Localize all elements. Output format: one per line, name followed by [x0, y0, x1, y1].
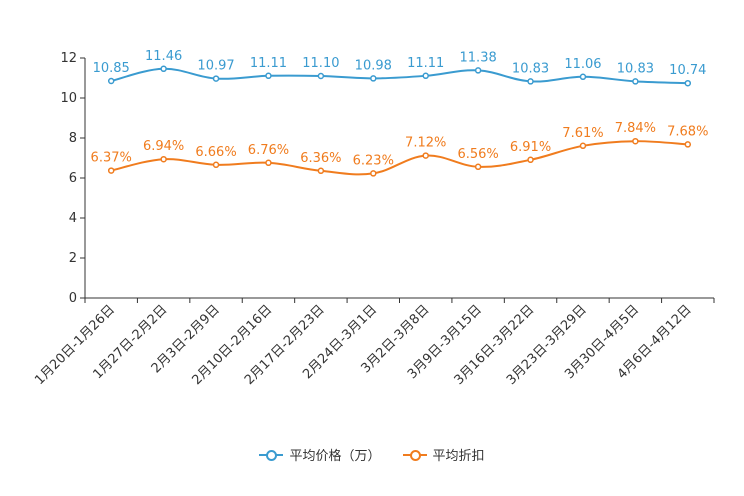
data-label: 6.91% — [510, 140, 551, 155]
data-label: 11.11 — [250, 56, 287, 71]
data-point[interactable] — [317, 72, 325, 80]
data-point[interactable] — [579, 142, 587, 150]
legend-label-price: 平均价格（万） — [289, 449, 381, 464]
data-point[interactable] — [370, 170, 377, 177]
data-label: 7.84% — [615, 121, 656, 136]
y-tick-label: 12 — [60, 51, 77, 66]
legend-item-discount[interactable]: 平均折扣 — [402, 445, 485, 464]
data-label: 7.61% — [562, 126, 603, 141]
series-line-0 — [110, 67, 688, 85]
data-label: 10.83 — [512, 61, 549, 76]
data-label: 11.46 — [145, 49, 182, 64]
data-label: 11.11 — [407, 56, 444, 71]
data-point[interactable] — [212, 161, 220, 169]
y-tick-label: 4 — [69, 211, 77, 226]
price-line-marker-icon — [259, 449, 284, 461]
legend-item-price[interactable]: 平均价格（万） — [259, 445, 381, 464]
data-label: 6.23% — [353, 153, 394, 168]
data-point[interactable] — [160, 155, 167, 163]
data-point[interactable] — [160, 65, 167, 73]
data-label: 6.66% — [195, 145, 236, 160]
data-point[interactable] — [422, 72, 429, 80]
discount-line-marker-icon — [402, 449, 427, 461]
data-label: 10.97 — [197, 59, 234, 74]
y-tick-label: 10 — [60, 91, 77, 106]
data-label: 11.38 — [460, 50, 497, 65]
y-tick-label: 0 — [69, 291, 77, 306]
data-point[interactable] — [265, 159, 272, 167]
data-point[interactable] — [422, 152, 429, 159]
data-label: 6.76% — [248, 143, 289, 158]
data-point[interactable] — [212, 75, 220, 82]
data-label: 7.12% — [405, 136, 446, 151]
data-point[interactable] — [370, 75, 377, 82]
data-point[interactable] — [684, 141, 692, 148]
data-label: 10.74 — [669, 63, 706, 78]
legend: 平均价格（万） 平均折扣 — [0, 445, 744, 464]
data-point[interactable] — [107, 167, 115, 174]
y-tick-label: 2 — [69, 251, 77, 266]
data-label: 10.83 — [617, 61, 654, 76]
y-tick-label: 6 — [69, 171, 77, 186]
data-label: 11.10 — [302, 56, 339, 71]
data-point[interactable] — [632, 78, 639, 85]
data-point[interactable] — [579, 73, 587, 81]
data-point[interactable] — [265, 72, 272, 80]
legend-label-discount: 平均折扣 — [432, 449, 485, 464]
data-point[interactable] — [527, 78, 534, 85]
data-point[interactable] — [527, 156, 534, 164]
y-tick-label: 8 — [69, 131, 77, 146]
data-label: 10.85 — [93, 61, 130, 76]
series-line-1 — [110, 140, 688, 176]
data-point[interactable] — [474, 163, 482, 171]
data-point[interactable] — [684, 79, 692, 87]
data-point[interactable] — [317, 167, 325, 175]
data-label: 6.56% — [457, 147, 498, 162]
data-label: 11.06 — [564, 57, 601, 72]
data-label: 6.94% — [143, 139, 184, 154]
data-label: 10.98 — [355, 58, 392, 73]
data-label: 6.37% — [91, 151, 132, 166]
data-point[interactable] — [474, 67, 482, 74]
data-point[interactable] — [107, 77, 115, 85]
data-label: 7.68% — [667, 124, 708, 139]
data-point[interactable] — [632, 137, 639, 145]
data-label: 6.36% — [300, 151, 341, 166]
